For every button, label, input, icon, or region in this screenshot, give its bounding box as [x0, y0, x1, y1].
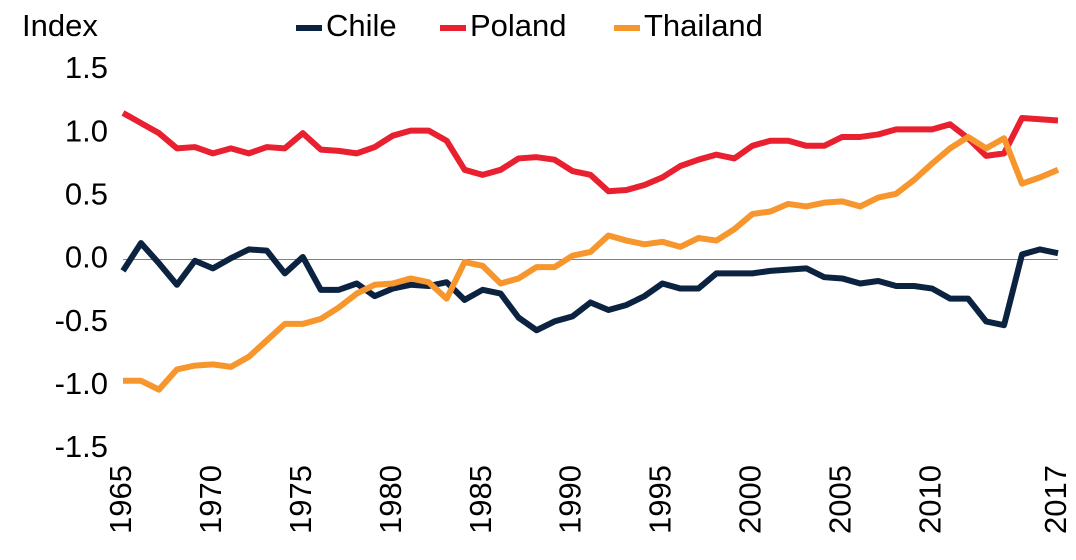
y-axis-label: Index: [22, 8, 98, 43]
legend-label: Thailand: [644, 8, 763, 43]
x-tick-label: 1970: [193, 465, 228, 534]
y-tick-label: 0.5: [65, 177, 108, 212]
x-tick-label: 1995: [643, 465, 678, 534]
y-tick-label: -1.5: [55, 429, 108, 464]
y-tick-label: 0.0: [65, 240, 108, 275]
y-tick-label: -0.5: [55, 303, 108, 338]
x-tick-label: 2010: [912, 465, 947, 534]
x-tick-label: 1985: [463, 465, 498, 534]
series-line: [121, 110, 1059, 195]
legend-label: Poland: [470, 8, 567, 43]
series-line: [120, 240, 1059, 334]
x-tick-label: 1965: [103, 465, 138, 534]
x-tick-label: 2000: [733, 465, 768, 534]
x-tick-label: 1975: [283, 465, 318, 534]
y-tick-label: 1.5: [65, 50, 108, 85]
series-line: [123, 133, 1060, 393]
x-tick-label: 2017: [1038, 465, 1073, 534]
y-tick-label: -1.0: [55, 366, 108, 401]
x-tick-label: 2005: [822, 465, 857, 534]
y-tick-label: 1.0: [65, 113, 108, 148]
legend-label: Chile: [326, 8, 397, 43]
x-tick-label: 1990: [553, 465, 588, 534]
x-tick-label: 1980: [373, 465, 408, 534]
